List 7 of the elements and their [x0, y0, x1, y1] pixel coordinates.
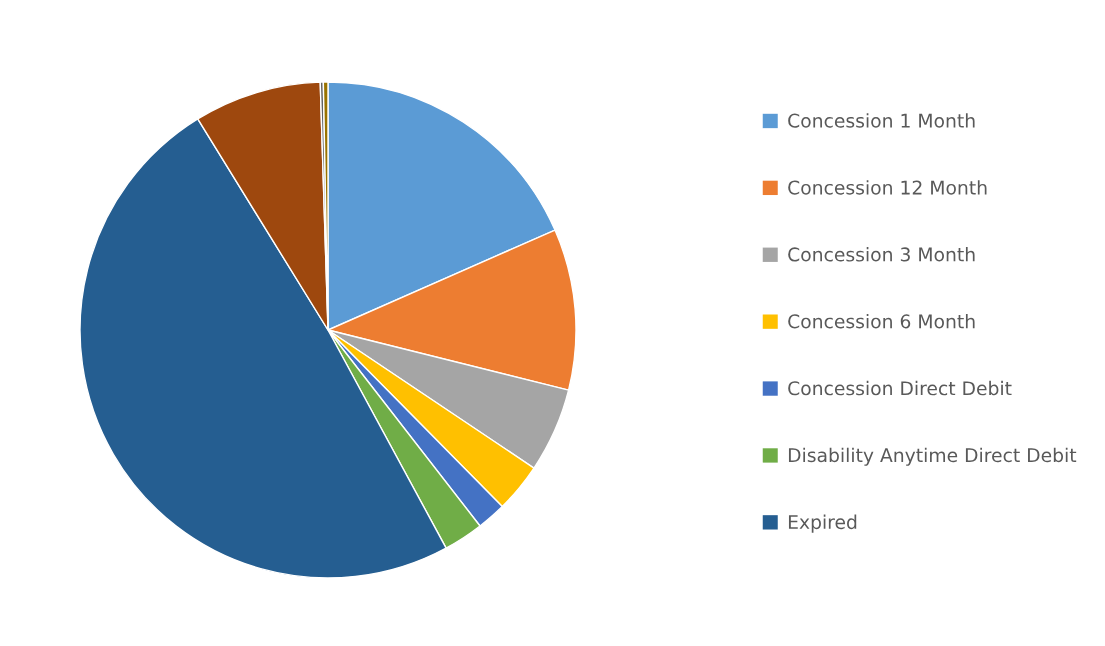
legend-label: Expired [788, 514, 857, 533]
legend-label: Concession 6 Month [788, 313, 975, 329]
legend-label: Concession 1 Month [788, 113, 975, 128]
legend-label: Concession 12 Month [788, 180, 987, 195]
legend-label: Concession Direct Debit [788, 380, 1012, 396]
legend-label: Concession 3 Month [788, 247, 975, 262]
legend-label: Disability Anytime Direct Debit [788, 447, 1077, 466]
